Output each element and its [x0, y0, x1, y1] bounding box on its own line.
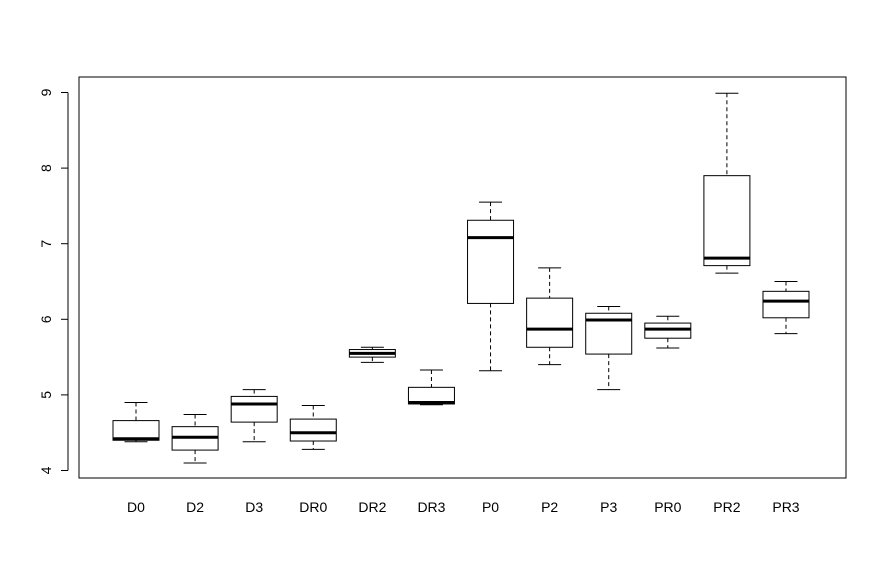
box-iqr	[407, 386, 455, 405]
box-pr2	[703, 92, 751, 274]
box-pr3	[762, 281, 810, 335]
box-p3	[585, 305, 633, 391]
box-pr0	[644, 315, 692, 349]
y-tick-label: 4	[38, 466, 54, 474]
box-dr3	[407, 369, 455, 406]
x-tick-label: D3	[245, 499, 263, 515]
x-tick-label: P3	[600, 499, 617, 515]
box-iqr	[289, 418, 337, 442]
y-tick-label: 7	[38, 240, 54, 248]
y-axis: 4 5 6 7 8 9	[38, 88, 69, 474]
x-axis: D0 D2 D3 DR0 DR2 DR3 P0 P2 P3 PR0 PR2 PR3	[127, 499, 800, 515]
y-tick-label: 8	[38, 164, 54, 172]
box-iqr	[112, 420, 160, 441]
box-p2	[526, 267, 574, 366]
x-tick-label: PR2	[713, 499, 740, 515]
plot-frame	[78, 76, 847, 479]
x-tick-label: D0	[127, 499, 145, 515]
box-d0	[112, 401, 160, 443]
y-tick-label: 9	[38, 88, 54, 96]
x-tick-label: DR3	[417, 499, 445, 515]
box-iqr	[762, 290, 810, 319]
x-tick-label: DR0	[299, 499, 327, 515]
box-dr0	[289, 404, 337, 450]
box-d3	[230, 389, 278, 443]
x-tick-label: DR2	[358, 499, 386, 515]
box-iqr	[703, 175, 751, 267]
boxes-group	[112, 92, 810, 464]
y-tick-label: 5	[38, 391, 54, 399]
box-iqr	[230, 395, 278, 423]
x-tick-label: P0	[482, 499, 499, 515]
box-iqr	[644, 322, 692, 339]
box-d2	[171, 414, 219, 464]
x-tick-label: P2	[541, 499, 558, 515]
box-iqr	[467, 219, 515, 304]
box-dr2	[348, 346, 396, 363]
x-tick-label: D2	[186, 499, 204, 515]
box-iqr	[526, 297, 574, 348]
box-p0	[467, 201, 515, 372]
y-tick-label: 6	[38, 315, 54, 323]
x-tick-label: PR3	[772, 499, 799, 515]
x-tick-label: PR0	[654, 499, 681, 515]
